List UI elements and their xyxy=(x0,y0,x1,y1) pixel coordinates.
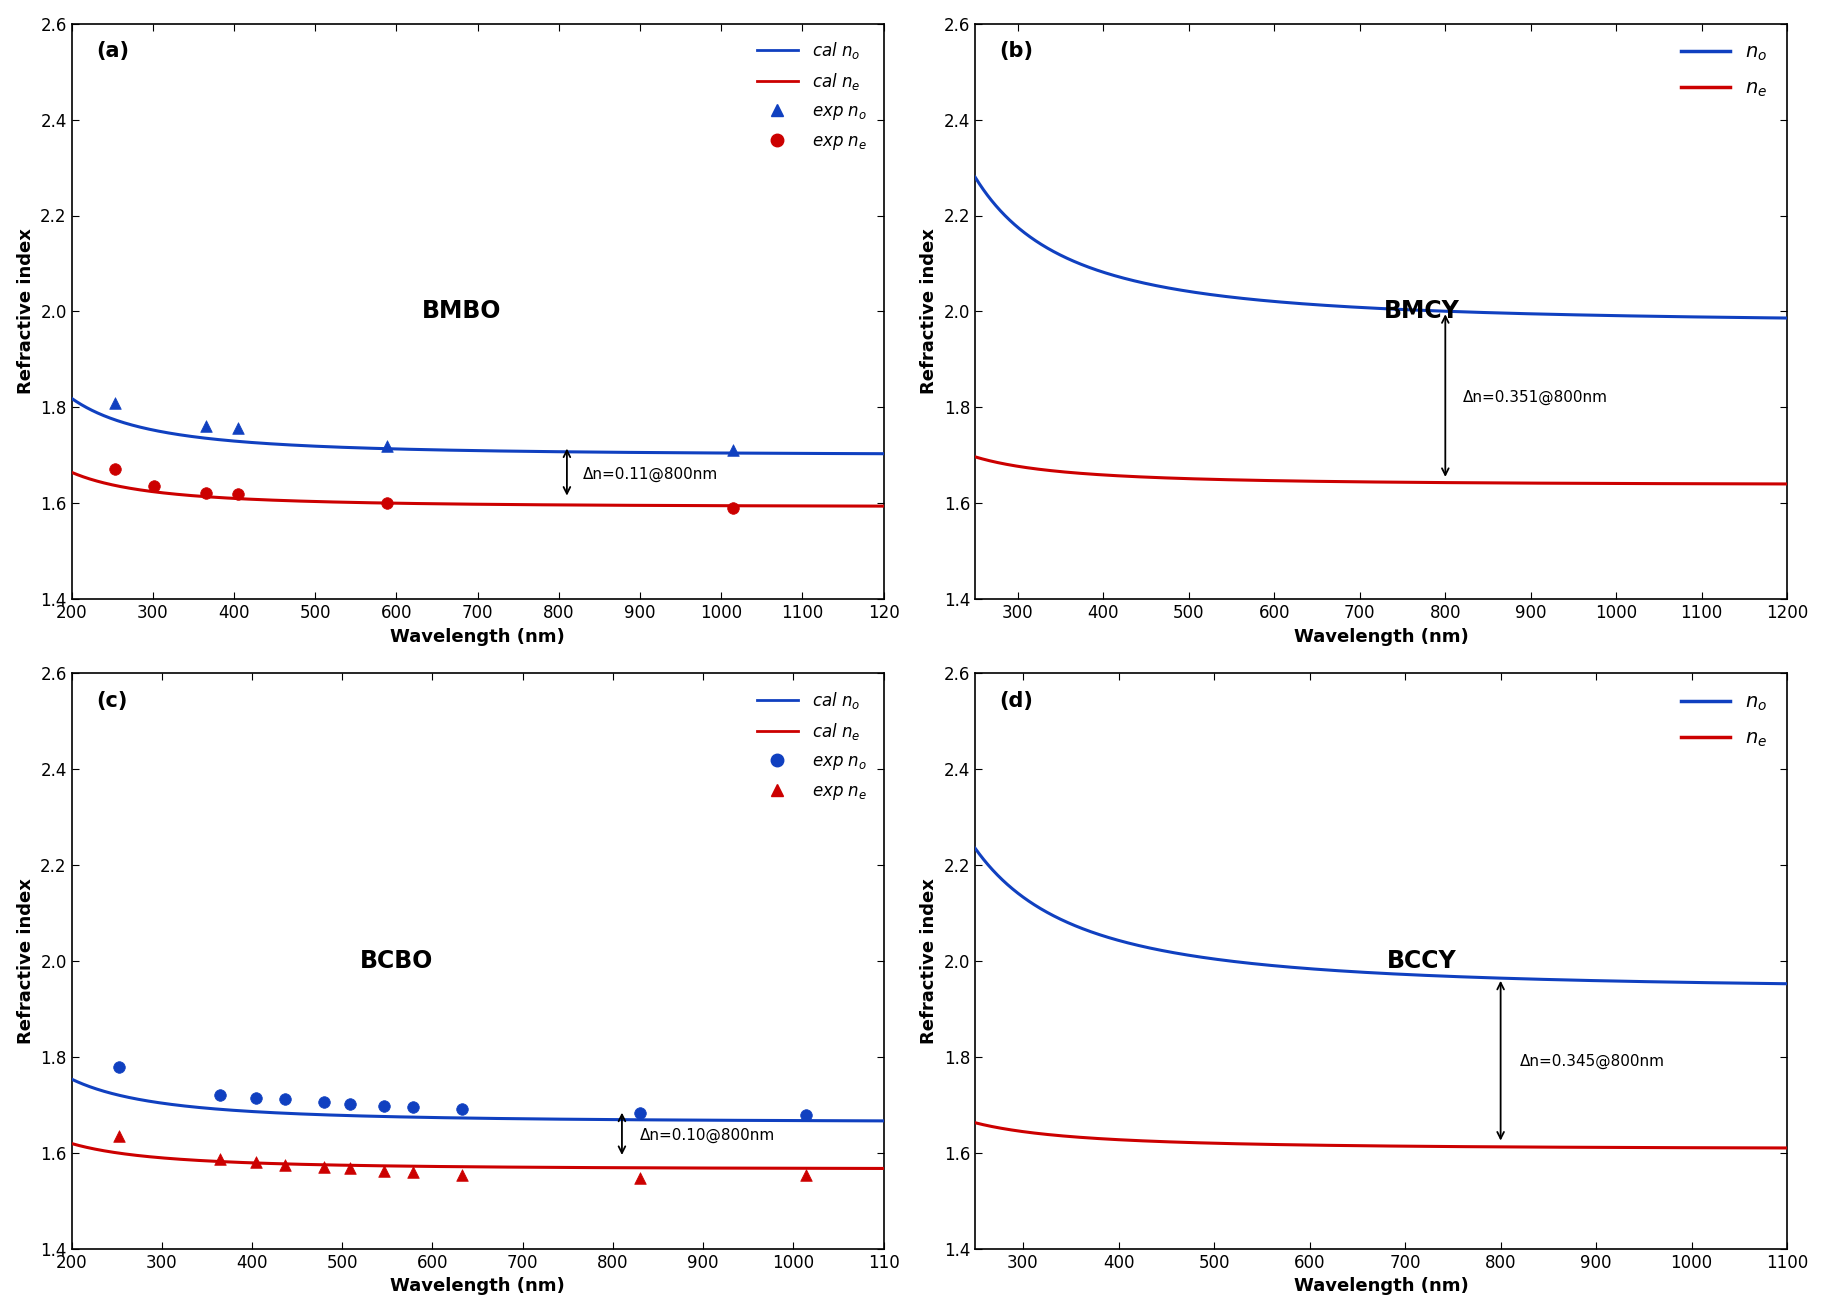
X-axis label: Wavelength (nm): Wavelength (nm) xyxy=(391,627,566,646)
Legend: cal n$_{o}$, cal n$_{e}$, exp n$_{o}$, exp n$_{e}$: cal n$_{o}$, cal n$_{e}$, exp n$_{o}$, e… xyxy=(748,682,876,811)
Text: BCBO: BCBO xyxy=(360,949,433,974)
Point xyxy=(369,1096,398,1117)
Point xyxy=(336,1158,365,1179)
Point xyxy=(206,1148,235,1169)
Point xyxy=(223,483,252,504)
Y-axis label: Refractive index: Refractive index xyxy=(920,878,938,1044)
Legend: n$_{o}$, n$_{e}$: n$_{o}$, n$_{e}$ xyxy=(1672,684,1778,758)
Y-axis label: Refractive index: Refractive index xyxy=(920,228,938,395)
Point xyxy=(792,1164,821,1185)
Point xyxy=(310,1092,339,1113)
Point xyxy=(398,1097,427,1118)
Text: Δn=0.345@800nm: Δn=0.345@800nm xyxy=(1520,1055,1664,1069)
Text: BMBO: BMBO xyxy=(422,299,502,324)
Point xyxy=(100,458,130,479)
Point xyxy=(717,497,746,518)
Point xyxy=(104,1126,133,1147)
Text: (d): (d) xyxy=(1000,690,1033,711)
Text: (c): (c) xyxy=(97,690,128,711)
Point xyxy=(626,1168,655,1189)
X-axis label: Wavelength (nm): Wavelength (nm) xyxy=(391,1278,566,1295)
Point xyxy=(398,1161,427,1182)
Point xyxy=(241,1088,270,1109)
Text: Δn=0.351@800nm: Δn=0.351@800nm xyxy=(1462,390,1608,405)
X-axis label: Wavelength (nm): Wavelength (nm) xyxy=(1294,627,1469,646)
Point xyxy=(792,1105,821,1126)
Point xyxy=(369,1160,398,1181)
Point xyxy=(192,416,221,437)
Text: BCCY: BCCY xyxy=(1387,949,1456,974)
Text: (b): (b) xyxy=(1000,41,1033,60)
Point xyxy=(223,419,252,440)
Point xyxy=(104,1056,133,1077)
Legend: n$_{o}$, n$_{e}$: n$_{o}$, n$_{e}$ xyxy=(1672,33,1778,109)
Point xyxy=(241,1152,270,1173)
Point xyxy=(310,1156,339,1177)
Text: Δn=0.10@800nm: Δn=0.10@800nm xyxy=(641,1128,776,1143)
Point xyxy=(270,1089,299,1110)
Point xyxy=(141,476,170,497)
Point xyxy=(372,436,402,457)
Point xyxy=(626,1102,655,1123)
Point xyxy=(270,1155,299,1176)
Point xyxy=(447,1165,476,1186)
Point xyxy=(336,1093,365,1114)
Point xyxy=(192,483,221,504)
Text: BMCY: BMCY xyxy=(1383,299,1460,324)
Y-axis label: Refractive index: Refractive index xyxy=(16,228,35,395)
X-axis label: Wavelength (nm): Wavelength (nm) xyxy=(1294,1278,1469,1295)
Point xyxy=(717,440,746,461)
Text: Δn=0.11@800nm: Δn=0.11@800nm xyxy=(584,467,719,482)
Point xyxy=(372,493,402,514)
Text: (a): (a) xyxy=(97,41,130,60)
Y-axis label: Refractive index: Refractive index xyxy=(16,878,35,1044)
Point xyxy=(206,1085,235,1106)
Point xyxy=(447,1099,476,1120)
Point xyxy=(100,392,130,413)
Legend: cal n$_{o}$, cal n$_{e}$, exp n$_{o}$, exp n$_{e}$: cal n$_{o}$, cal n$_{e}$, exp n$_{o}$, e… xyxy=(748,31,876,160)
